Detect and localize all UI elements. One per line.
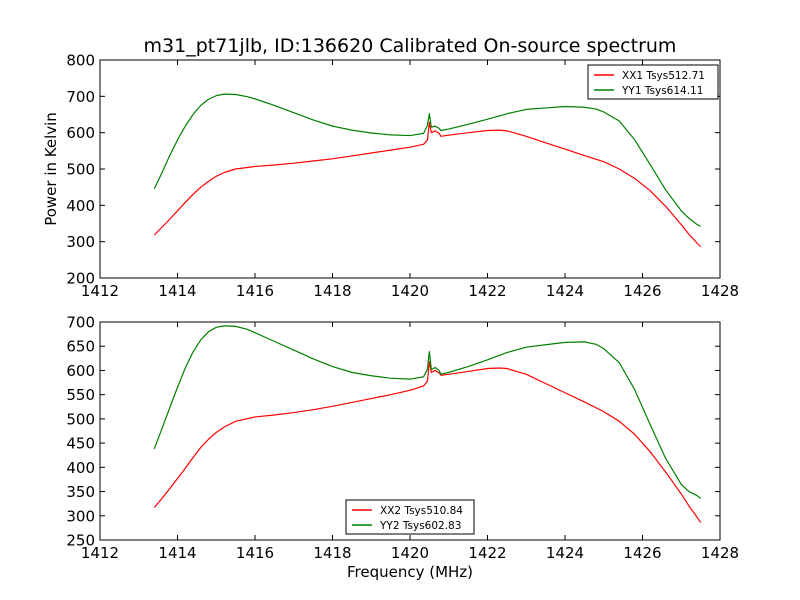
x-tick-label: 1418 <box>313 544 351 562</box>
x-tick-label: 1414 <box>158 544 196 562</box>
y-tick-label: 300 <box>66 507 95 525</box>
x-tick-label: 1412 <box>81 282 119 300</box>
y-tick-label: 700 <box>66 314 95 332</box>
y-axis-label: Power in Kelvin <box>42 112 60 226</box>
y-tick-label: 400 <box>66 197 95 215</box>
series-line-1 <box>153 361 702 523</box>
series-line-1 <box>153 121 702 248</box>
y-tick-label: 700 <box>66 88 95 106</box>
x-axis-label: Frequency (MHz) <box>347 563 473 581</box>
figure-title: m31_pt71jlb, ID:136620 Calibrated On-sou… <box>144 35 677 57</box>
y-tick-label: 800 <box>66 52 95 70</box>
x-tick-label: 1422 <box>468 282 506 300</box>
x-tick-label: 1412 <box>81 544 119 562</box>
legend-label-2: YY2 Tsys602.83 <box>379 520 461 532</box>
x-tick-label: 1426 <box>623 544 661 562</box>
legend-box <box>587 64 719 100</box>
legend: XX2 Tsys510.84 YY2 Tsys602.83 <box>345 499 475 535</box>
y-tick-label: 450 <box>66 435 95 453</box>
y-tick-label: 650 <box>66 338 95 356</box>
y-tick-label: 600 <box>66 362 95 380</box>
legend-label-1: XX2 Tsys510.84 <box>380 505 463 517</box>
legend: XX1 Tsys512.71 YY1 Tsys614.11 <box>587 64 719 100</box>
bottom-plot: 1412 1414 1416 1418 1420 1422 1424 1426 1428 250 3… <box>66 314 739 582</box>
x-tick-label: 1426 <box>623 282 661 300</box>
legend-label-1: XX1 Tsys512.71 <box>622 70 705 82</box>
x-tick-label: 1420 <box>391 282 429 300</box>
x-tick-label: 1418 <box>313 282 351 300</box>
y-tick-label: 500 <box>66 410 95 428</box>
x-tick-label: 1424 <box>546 282 584 300</box>
y-tick-label: 250 <box>66 532 95 550</box>
x-tick-label: 1422 <box>468 544 506 562</box>
x-tick-label: 1428 <box>701 282 739 300</box>
x-tick-label: 1424 <box>546 544 584 562</box>
x-tick-label: 1420 <box>391 544 429 562</box>
legend-box <box>345 499 475 535</box>
x-tick-label: 1428 <box>701 544 739 562</box>
series-line-2 <box>153 325 701 499</box>
y-tick-label: 550 <box>66 386 95 404</box>
top-plot: 1412 1414 1416 1418 1420 1422 1424 1426 1428 200 3… <box>42 52 739 301</box>
y-tick-label: 400 <box>66 459 95 477</box>
y-tick-label: 600 <box>66 124 95 142</box>
x-tick-label: 1416 <box>236 544 274 562</box>
x-tick-label: 1416 <box>236 282 274 300</box>
series-line-2 <box>153 93 701 227</box>
y-tick-label: 200 <box>66 270 95 288</box>
x-tick-label: 1414 <box>158 282 196 300</box>
y-tick-label: 300 <box>66 233 95 251</box>
legend-label-2: YY1 Tsys614.11 <box>621 85 703 97</box>
y-tick-label: 500 <box>66 161 95 179</box>
y-tick-label: 350 <box>66 483 95 501</box>
